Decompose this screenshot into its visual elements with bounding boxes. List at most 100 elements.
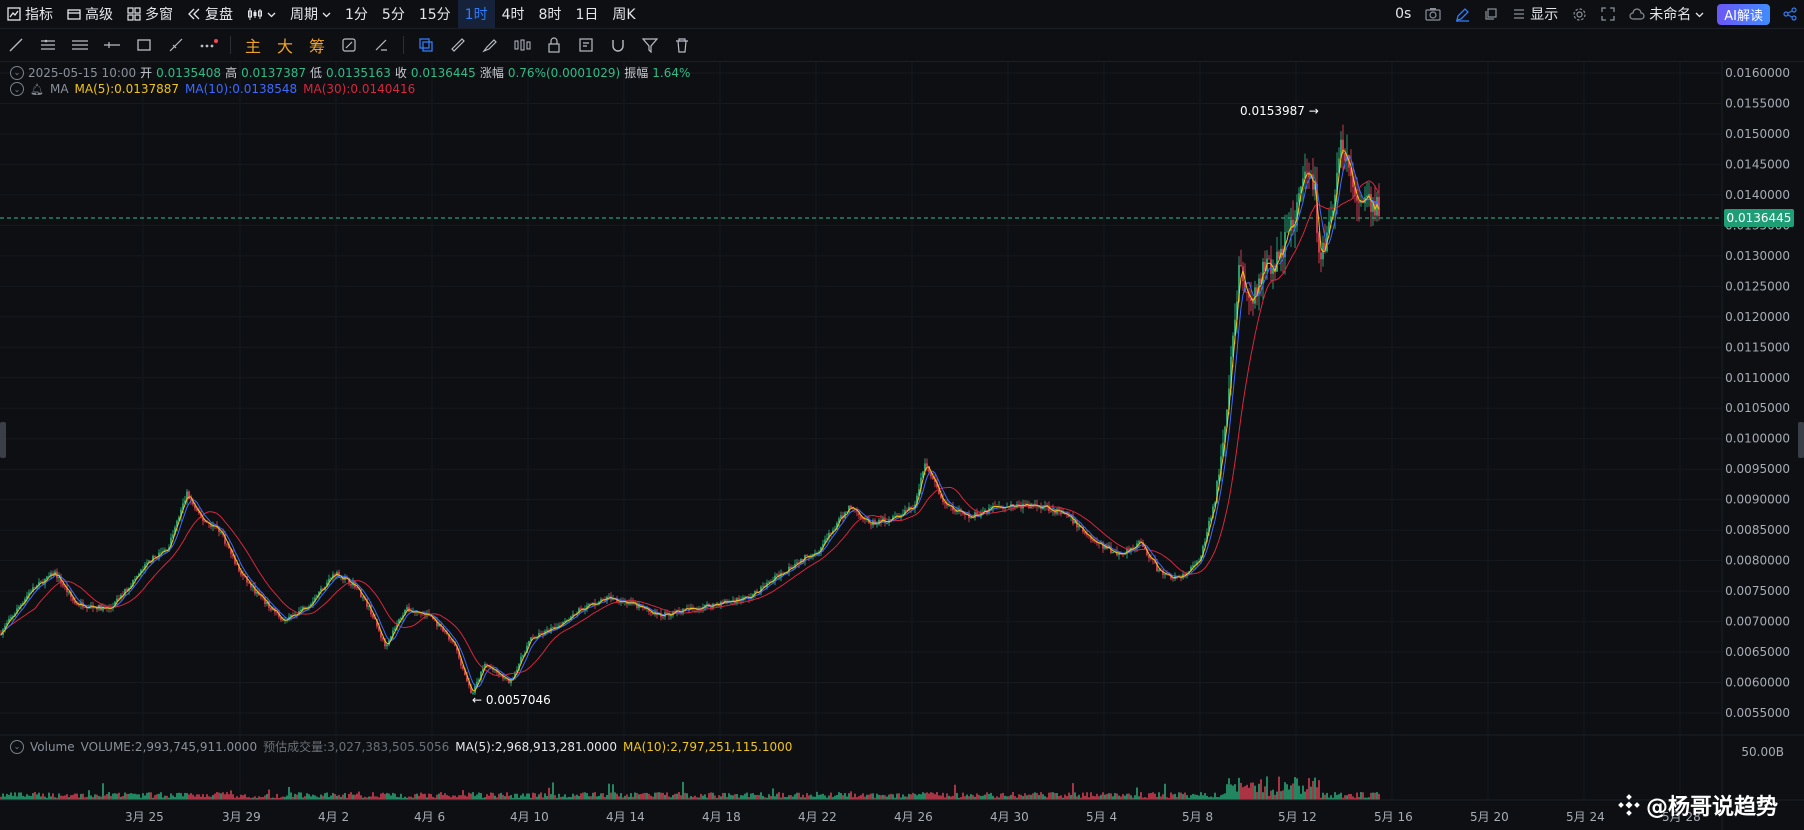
left-scroll-handle[interactable] <box>0 422 6 458</box>
bell-icon[interactable]: 🔔︎ <box>30 82 44 96</box>
candle-body <box>710 606 712 608</box>
volume-bar <box>764 797 766 800</box>
interval-1w[interactable]: 周K <box>612 7 636 23</box>
candle-body <box>886 522 888 524</box>
period-dropdown[interactable]: 周期 <box>283 0 338 28</box>
chart-type-button[interactable] <box>240 0 283 28</box>
candle-body <box>714 603 716 605</box>
volume-bar <box>1128 793 1130 800</box>
replay-button[interactable]: 复盘 <box>180 0 240 28</box>
volume-bar <box>554 795 556 800</box>
volume-bar <box>302 797 304 800</box>
channel-tool[interactable] <box>64 30 96 60</box>
delete-tool[interactable] <box>666 30 698 60</box>
volume-bar <box>800 797 802 800</box>
candle-body <box>1138 541 1140 544</box>
multi-window-button[interactable]: 多窗 <box>120 0 180 28</box>
volume-bar <box>128 793 130 800</box>
parallel-tool[interactable] <box>32 30 64 60</box>
big-order-toggle[interactable]: 大 <box>276 37 293 56</box>
chip-distribution-toggle[interactable]: 筹 <box>308 37 325 56</box>
magnet-tool[interactable] <box>602 30 634 60</box>
candle-body <box>846 511 848 513</box>
volume-bar <box>270 797 272 800</box>
candle-body <box>1358 200 1360 203</box>
volume-bar <box>868 794 870 800</box>
volume-bar <box>896 793 898 800</box>
candle-body <box>1276 251 1278 272</box>
fullscreen-button[interactable] <box>1594 0 1622 28</box>
template-button[interactable] <box>1477 0 1505 28</box>
ruler-tool[interactable] <box>442 30 474 60</box>
volume-bar <box>614 792 616 800</box>
main-chart-toggle[interactable]: 主 <box>244 37 261 56</box>
volume-bar <box>664 794 666 800</box>
candle-body <box>1156 562 1158 572</box>
share-button[interactable] <box>1776 0 1804 28</box>
volume-bar <box>1238 777 1240 800</box>
draw-button[interactable] <box>1448 0 1477 28</box>
indicator-edit-tool[interactable] <box>333 30 365 60</box>
volume-bar <box>444 793 446 800</box>
volume-bar <box>222 792 224 800</box>
candle-body <box>192 500 194 505</box>
candle-body <box>514 672 516 679</box>
volume-bar <box>1112 796 1114 800</box>
ai-interpret-button[interactable]: AI解读 <box>1717 3 1770 25</box>
settings-button[interactable] <box>1565 0 1594 28</box>
volume-bar <box>870 793 872 800</box>
interval-1d[interactable]: 1日 <box>575 7 599 23</box>
volume-bar <box>1040 792 1042 800</box>
candle-body <box>512 678 514 679</box>
collapse-icon[interactable]: ⌄ <box>10 65 24 80</box>
advanced-button[interactable]: 高级 <box>60 0 120 28</box>
volume-bar <box>6 793 8 800</box>
note-tool[interactable] <box>570 30 602 60</box>
collapse-icon[interactable]: ⌄ <box>10 739 24 754</box>
candle-body <box>368 605 370 607</box>
brush-tool[interactable] <box>474 30 506 60</box>
candle-body <box>206 521 208 523</box>
volume-bar <box>1272 789 1274 800</box>
volume-bar <box>1374 792 1376 800</box>
interval-8h[interactable]: 8时 <box>538 7 562 23</box>
candle-style-tool[interactable] <box>506 30 538 60</box>
candle-body <box>1072 515 1074 524</box>
interval-15m[interactable]: 15分 <box>418 7 451 23</box>
volume-bar <box>824 795 826 800</box>
horizontal-line-tool[interactable] <box>96 30 128 60</box>
price-tick-label: 0.0120000 <box>1725 310 1790 324</box>
indicator-button[interactable]: 指标 <box>0 0 60 28</box>
collapse-icon[interactable]: ⌄ <box>10 82 24 96</box>
layout-save-button[interactable]: 未命名 <box>1622 0 1711 28</box>
volume-bar <box>292 796 294 800</box>
interval-1m[interactable]: 1分 <box>345 7 368 23</box>
candle-body <box>1104 545 1106 549</box>
candle-body <box>560 625 562 627</box>
volume-bar <box>804 797 806 800</box>
volume-bar <box>1118 795 1120 800</box>
interval-5m[interactable]: 5分 <box>381 7 405 23</box>
volume-bar <box>874 797 876 800</box>
rectangle-tool[interactable] <box>128 30 160 60</box>
volume-bar <box>1208 797 1210 800</box>
volume-bar <box>1312 780 1314 800</box>
interval-1h[interactable]: 1时 <box>457 0 495 28</box>
copy-tool[interactable] <box>410 30 442 60</box>
display-button[interactable]: 显示 <box>1505 0 1565 28</box>
camera-button[interactable] <box>1418 0 1448 28</box>
volume-bar <box>716 797 718 800</box>
candle-body <box>818 551 820 554</box>
volume-bar <box>466 796 468 800</box>
eraser-tool[interactable] <box>365 30 397 60</box>
trendline-tool[interactable] <box>0 30 32 60</box>
right-scroll-handle[interactable] <box>1798 422 1804 458</box>
filter-tool[interactable] <box>634 30 666 60</box>
interval-4h[interactable]: 4时 <box>501 7 525 23</box>
fib-tool[interactable] <box>160 30 192 60</box>
indicator-edit-icon <box>342 38 356 52</box>
candle-body <box>544 630 546 635</box>
more-tools[interactable] <box>192 30 224 60</box>
lock-tool[interactable] <box>538 30 570 60</box>
